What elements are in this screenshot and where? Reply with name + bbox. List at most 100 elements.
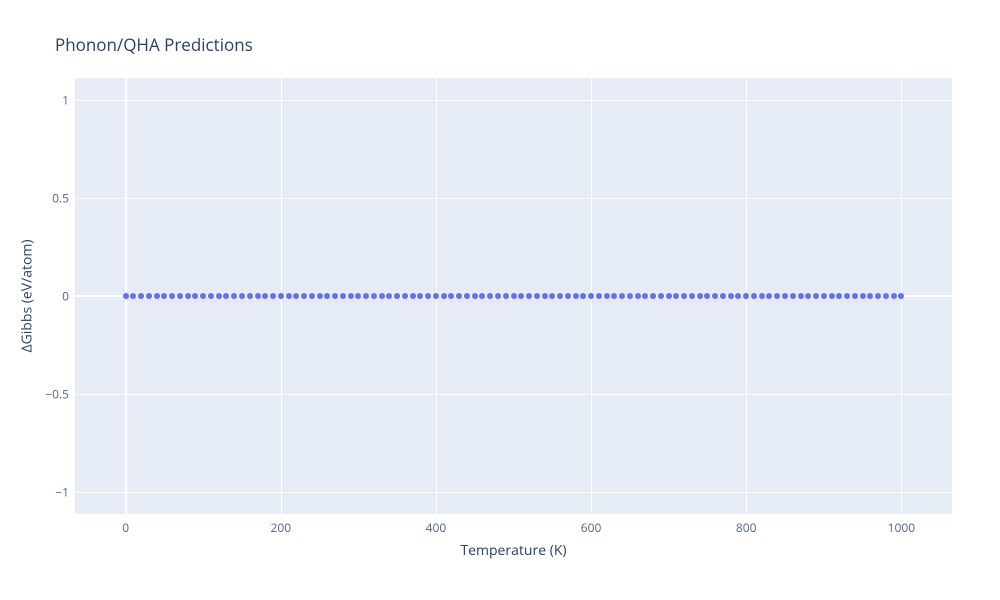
data-point[interactable] bbox=[309, 293, 315, 299]
data-point[interactable] bbox=[596, 293, 602, 299]
data-point[interactable] bbox=[743, 293, 749, 299]
data-point[interactable] bbox=[813, 293, 819, 299]
data-point[interactable] bbox=[549, 293, 555, 299]
data-point[interactable] bbox=[542, 293, 548, 299]
data-point[interactable] bbox=[464, 293, 470, 299]
data-point[interactable] bbox=[487, 293, 493, 299]
data-point[interactable] bbox=[123, 293, 129, 299]
data-point[interactable] bbox=[317, 293, 323, 299]
data-point[interactable] bbox=[673, 293, 679, 299]
data-point[interactable] bbox=[417, 293, 423, 299]
data-point[interactable] bbox=[138, 293, 144, 299]
data-point[interactable] bbox=[642, 293, 648, 299]
data-point[interactable] bbox=[448, 293, 454, 299]
data-point[interactable] bbox=[433, 293, 439, 299]
data-point[interactable] bbox=[720, 293, 726, 299]
data-point[interactable] bbox=[782, 293, 788, 299]
data-point[interactable] bbox=[658, 293, 664, 299]
data-point[interactable] bbox=[216, 293, 222, 299]
data-point[interactable] bbox=[875, 293, 881, 299]
data-point[interactable] bbox=[262, 293, 268, 299]
data-point[interactable] bbox=[340, 293, 346, 299]
data-point[interactable] bbox=[697, 293, 703, 299]
data-point[interactable] bbox=[441, 293, 447, 299]
data-point[interactable] bbox=[852, 293, 858, 299]
data-point[interactable] bbox=[363, 293, 369, 299]
data-point[interactable] bbox=[627, 293, 633, 299]
data-point[interactable] bbox=[301, 293, 307, 299]
data-point[interactable] bbox=[208, 293, 214, 299]
data-point[interactable] bbox=[790, 293, 796, 299]
data-point[interactable] bbox=[456, 293, 462, 299]
data-point[interactable] bbox=[526, 293, 532, 299]
data-point[interactable] bbox=[611, 293, 617, 299]
data-point[interactable] bbox=[666, 293, 672, 299]
data-point[interactable] bbox=[348, 293, 354, 299]
data-point[interactable] bbox=[185, 293, 191, 299]
data-point[interactable] bbox=[573, 293, 579, 299]
plot-area[interactable] bbox=[75, 78, 952, 514]
data-point[interactable] bbox=[495, 293, 501, 299]
data-point[interactable] bbox=[247, 293, 253, 299]
data-point[interactable] bbox=[619, 293, 625, 299]
data-point[interactable] bbox=[371, 293, 377, 299]
data-point[interactable] bbox=[293, 293, 299, 299]
data-point[interactable] bbox=[728, 293, 734, 299]
data-point[interactable] bbox=[239, 293, 245, 299]
data-point[interactable] bbox=[898, 293, 904, 299]
data-point[interactable] bbox=[479, 293, 485, 299]
data-point[interactable] bbox=[402, 293, 408, 299]
data-point[interactable] bbox=[286, 293, 292, 299]
data-point[interactable] bbox=[394, 293, 400, 299]
data-point[interactable] bbox=[503, 293, 509, 299]
data-point[interactable] bbox=[883, 293, 889, 299]
data-point[interactable] bbox=[355, 293, 361, 299]
data-point[interactable] bbox=[177, 293, 183, 299]
data-point[interactable] bbox=[580, 293, 586, 299]
data-point[interactable] bbox=[891, 293, 897, 299]
data-point[interactable] bbox=[681, 293, 687, 299]
data-point[interactable] bbox=[565, 293, 571, 299]
data-point[interactable] bbox=[829, 293, 835, 299]
data-point[interactable] bbox=[759, 293, 765, 299]
data-point[interactable] bbox=[867, 293, 873, 299]
data-point[interactable] bbox=[223, 293, 229, 299]
data-point[interactable] bbox=[255, 293, 261, 299]
data-point[interactable] bbox=[410, 293, 416, 299]
data-point[interactable] bbox=[557, 293, 563, 299]
data-point[interactable] bbox=[146, 293, 152, 299]
data-point[interactable] bbox=[518, 293, 524, 299]
data-point[interactable] bbox=[751, 293, 757, 299]
data-point[interactable] bbox=[270, 293, 276, 299]
data-point[interactable] bbox=[200, 293, 206, 299]
data-point[interactable] bbox=[192, 293, 198, 299]
data-point[interactable] bbox=[774, 293, 780, 299]
data-point[interactable] bbox=[379, 293, 385, 299]
data-point[interactable] bbox=[805, 293, 811, 299]
data-point[interactable] bbox=[588, 293, 594, 299]
data-point[interactable] bbox=[161, 293, 167, 299]
data-point[interactable] bbox=[689, 293, 695, 299]
data-point[interactable] bbox=[472, 293, 478, 299]
data-point[interactable] bbox=[386, 293, 392, 299]
data-point[interactable] bbox=[635, 293, 641, 299]
data-point[interactable] bbox=[712, 293, 718, 299]
data-point[interactable] bbox=[511, 293, 517, 299]
data-point[interactable] bbox=[425, 293, 431, 299]
data-point[interactable] bbox=[534, 293, 540, 299]
data-point[interactable] bbox=[821, 293, 827, 299]
data-point[interactable] bbox=[844, 293, 850, 299]
data-point[interactable] bbox=[169, 293, 175, 299]
data-point[interactable] bbox=[735, 293, 741, 299]
data-point[interactable] bbox=[704, 293, 710, 299]
data-point[interactable] bbox=[130, 293, 136, 299]
data-point[interactable] bbox=[231, 293, 237, 299]
data-point[interactable] bbox=[860, 293, 866, 299]
data-point[interactable] bbox=[278, 293, 284, 299]
data-point[interactable] bbox=[766, 293, 772, 299]
data-point[interactable] bbox=[604, 293, 610, 299]
data-point[interactable] bbox=[154, 293, 160, 299]
data-point[interactable] bbox=[324, 293, 330, 299]
data-point[interactable] bbox=[798, 293, 804, 299]
data-point[interactable] bbox=[332, 293, 338, 299]
